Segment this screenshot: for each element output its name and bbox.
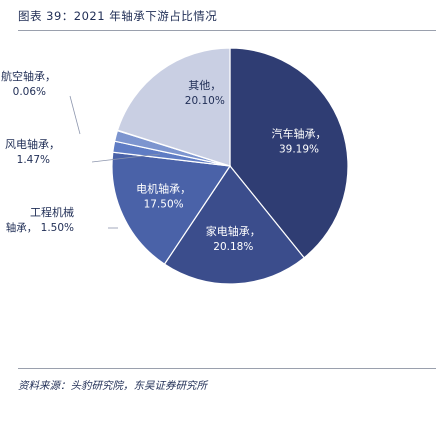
title-divider xyxy=(18,30,436,31)
slice-label-4: 风电轴承， xyxy=(5,137,60,151)
pie-slice-6 xyxy=(116,47,231,167)
slice-value-5: 0.06% xyxy=(13,86,46,98)
source-divider xyxy=(18,368,436,369)
slice-label-0: 汽车轴承， xyxy=(272,127,327,141)
leader-line-4 xyxy=(91,153,161,163)
pie-chart: 汽车轴承， 39.19% 家电轴承， 20.18% 电机轴承， 17.50% 工程机械轴承，… xyxy=(1,47,349,285)
slice-value-6: 20.10% xyxy=(185,95,225,107)
pie-slice-1 xyxy=(163,164,305,285)
slice-value-2: 17.50% xyxy=(144,199,184,211)
slice-value-0: 39.19% xyxy=(279,144,319,156)
slice-value-1: 20.18% xyxy=(213,241,253,253)
slice-label-6: 其他， xyxy=(188,79,221,92)
source-note: 资料来源：头豹研究院，东吴证券研究所 xyxy=(18,380,207,392)
leader-line-5 xyxy=(69,95,81,135)
pie-slices xyxy=(111,47,349,285)
slice-label-3: 工程机械 xyxy=(30,205,74,219)
pie-slice-0 xyxy=(229,47,349,259)
slice-label-2: 电机轴承， xyxy=(136,182,191,196)
leader-lines xyxy=(69,95,161,229)
slice-value-4: 1.47% xyxy=(17,154,50,166)
slice-label-1: 家电轴承， xyxy=(206,224,261,238)
slice-labels: 汽车轴承， 39.19% 家电轴承， 20.18% 电机轴承， 17.50% 工程机械轴承，… xyxy=(1,69,327,253)
pie-slice-2 xyxy=(111,151,232,265)
chart-title: 图表 39：2021 年轴承下游占比情况 xyxy=(18,9,218,23)
slice-label-5: 航空轴承， xyxy=(1,69,56,83)
slice-value-3: 轴承， 1.50% xyxy=(6,221,74,234)
